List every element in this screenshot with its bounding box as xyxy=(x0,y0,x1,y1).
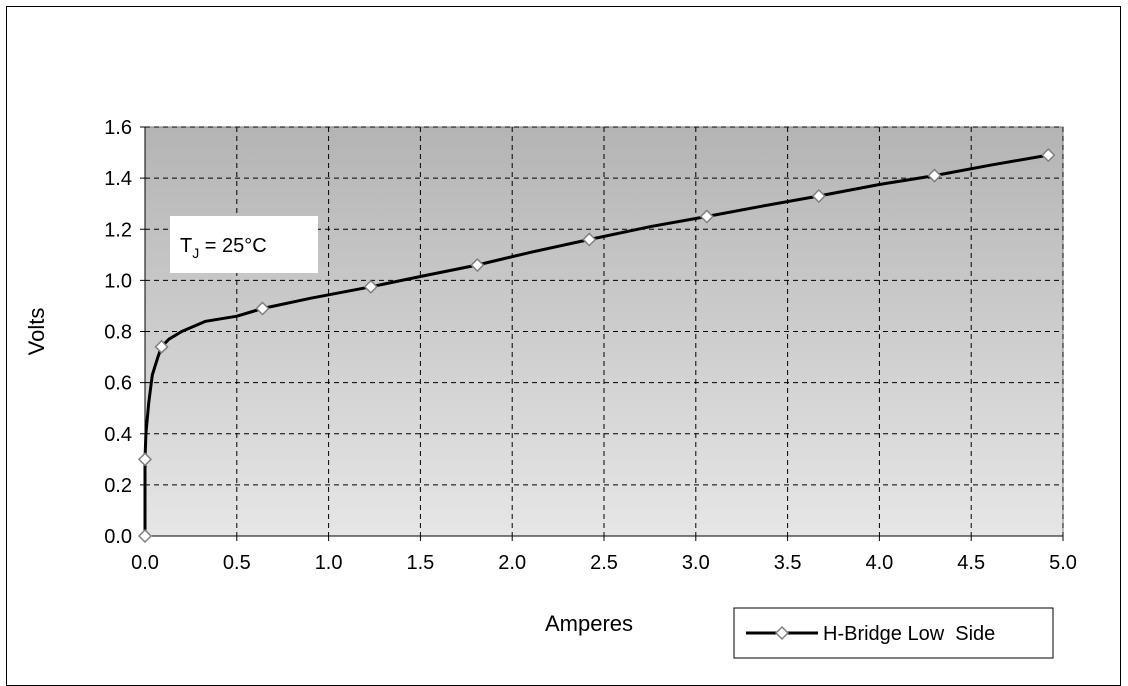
y-tick-label: 1.2 xyxy=(104,219,132,241)
annotation-rest: = 25°C xyxy=(199,235,266,257)
legend: H-Bridge Low Side xyxy=(733,607,1054,659)
y-tick-label: 0.6 xyxy=(104,373,132,395)
x-tick-label: 2.5 xyxy=(590,552,618,574)
y-tick-label: 1.4 xyxy=(104,168,132,190)
x-tick-label: 5.0 xyxy=(1049,552,1077,574)
x-tick-label: 0.5 xyxy=(223,552,251,574)
annotation-subscript: J xyxy=(192,245,199,261)
data-point-marker xyxy=(137,452,153,467)
x-axis-label: Amperes xyxy=(545,611,633,636)
data-point-marker xyxy=(137,528,153,544)
y-tick-label: 0.8 xyxy=(104,322,132,344)
x-tick-label: 0.0 xyxy=(131,552,159,574)
x-tick-label: 2.0 xyxy=(498,552,526,574)
y-tick-label: 1.6 xyxy=(104,117,132,139)
data-point-marker xyxy=(363,279,378,294)
series-layer xyxy=(137,148,1056,544)
y-tick-label: 0.2 xyxy=(104,475,132,497)
x-tick-label: 1.0 xyxy=(315,552,343,574)
x-tick-label: 1.5 xyxy=(406,552,434,574)
y-tick-labels: 0.0 0.2 0.4 0.6 0.8 1.0 1.2 1.4 1.6 xyxy=(104,117,132,548)
x-tick-labels: 0.0 0.5 1.0 1.5 2.0 2.5 3.0 3.5 4.0 4.5 5.0 xyxy=(131,552,1077,574)
data-point-marker xyxy=(811,188,826,204)
y-tick-label: 0.4 xyxy=(104,424,132,446)
y-axis-label: Volts xyxy=(24,308,49,356)
series-line xyxy=(143,153,1049,536)
y-tick-label: 0.0 xyxy=(104,526,132,548)
annotation-box xyxy=(170,216,318,273)
data-point-marker xyxy=(255,301,270,316)
legend-diamond-marker xyxy=(774,625,790,641)
x-tick-label: 3.5 xyxy=(774,552,802,574)
y-tick-label: 1.0 xyxy=(104,270,132,292)
data-point-marker xyxy=(927,168,942,183)
junction-temperature-annotation: TJ = 25°C xyxy=(170,216,318,273)
x-tick-label: 4.5 xyxy=(957,552,985,574)
annotation-text: TJ = 25°C xyxy=(180,235,267,261)
data-point-marker xyxy=(582,232,597,247)
data-point-marker xyxy=(1041,148,1056,163)
data-point-marker xyxy=(154,339,169,354)
data-point-marker xyxy=(470,257,485,273)
x-tick-label: 3.0 xyxy=(682,552,710,574)
annotation-base: T xyxy=(180,235,192,257)
x-tick-label: 4.0 xyxy=(865,552,893,574)
data-point-marker xyxy=(699,209,714,224)
legend-label: H-Bridge Low Side xyxy=(823,623,995,645)
